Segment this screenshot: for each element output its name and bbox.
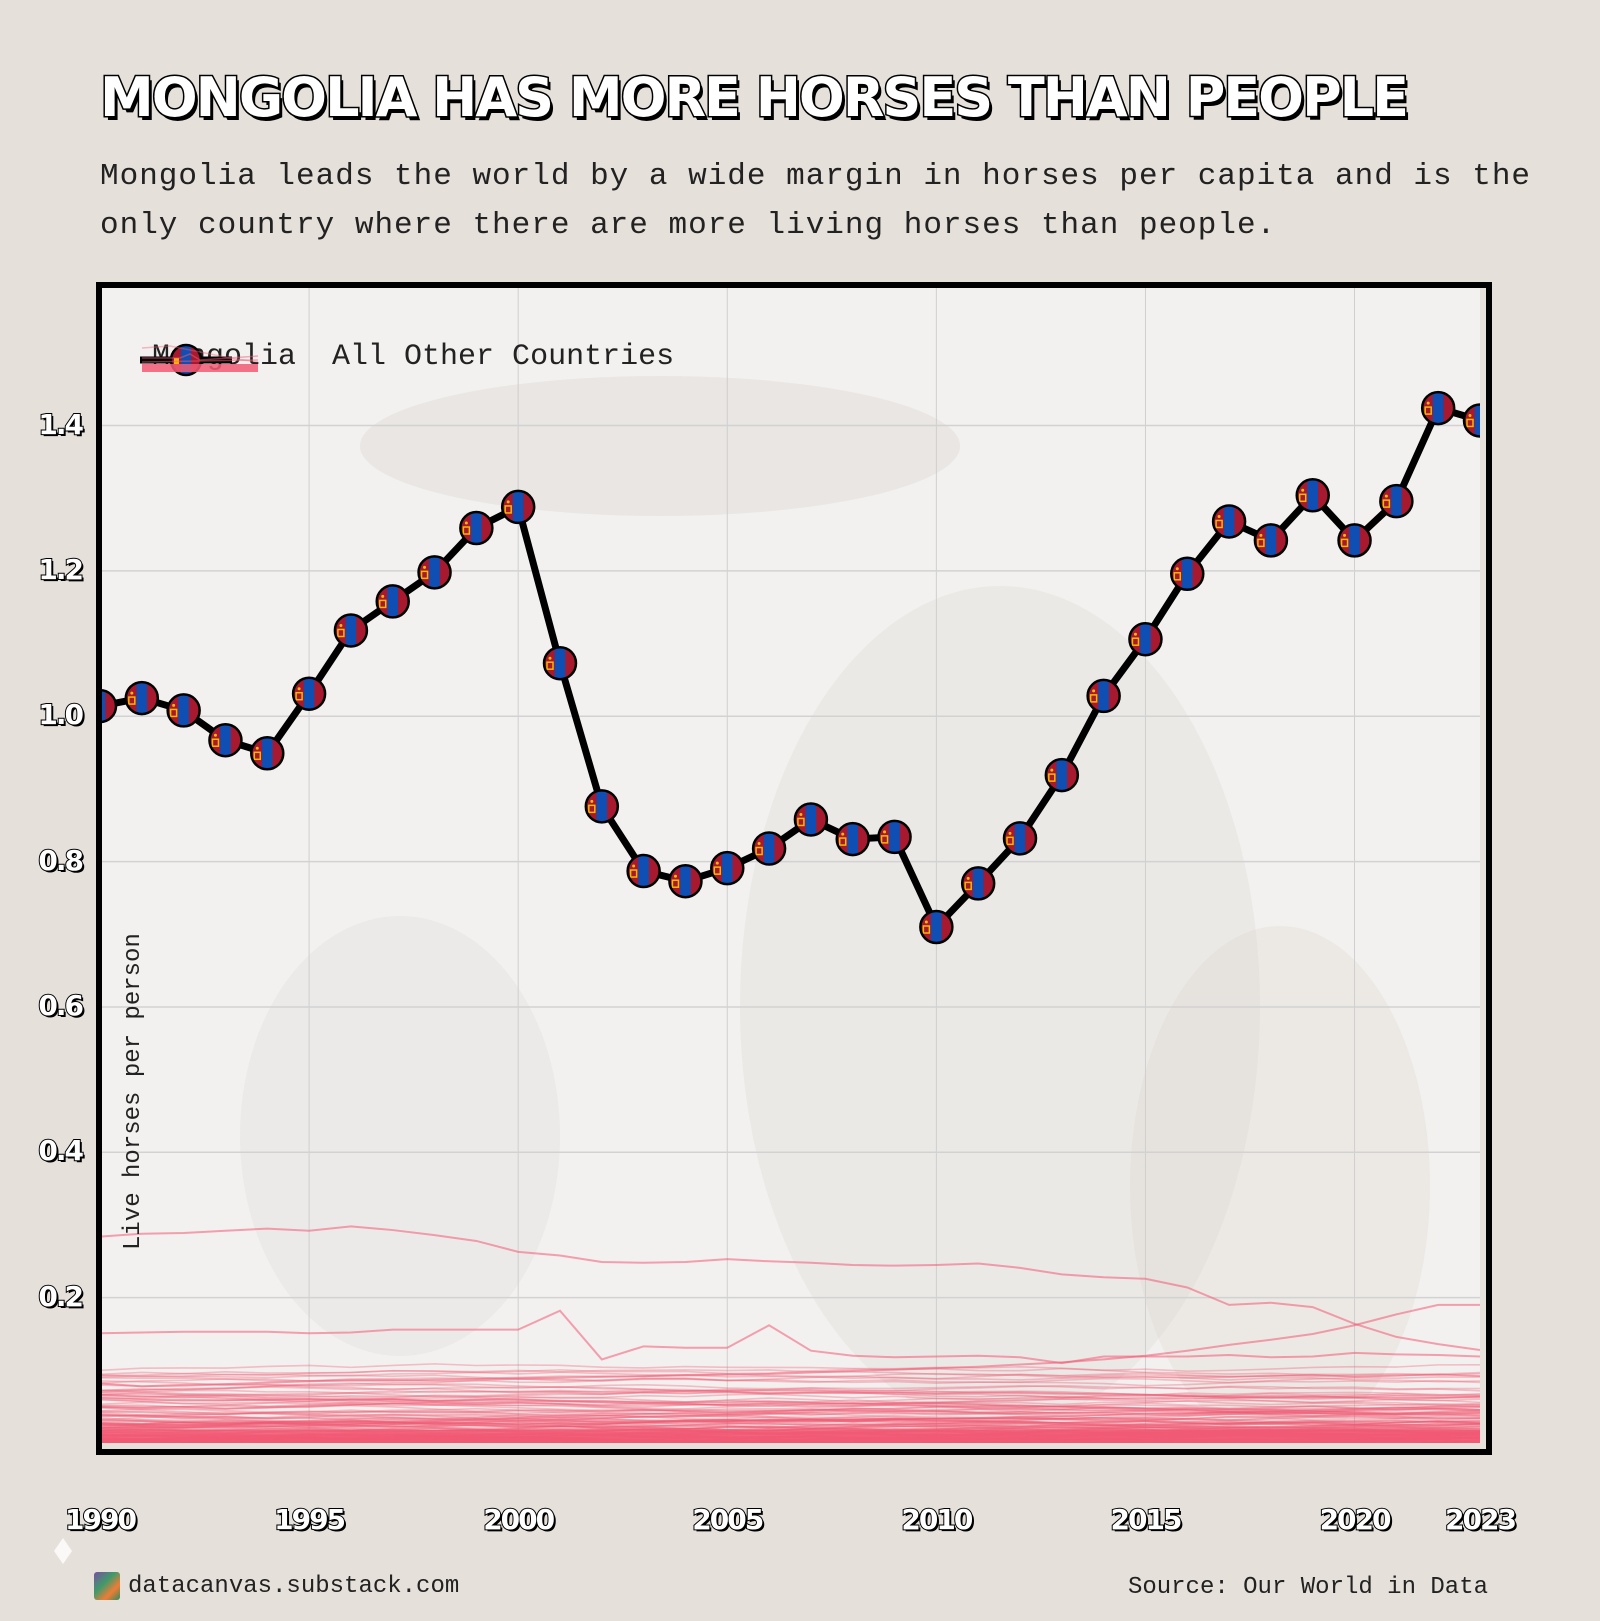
footer-source: Source: Our World in Data: [1127, 1574, 1488, 1601]
y-tick-label: 0.8: [37, 843, 85, 878]
mongolia-data-point: [208, 722, 243, 758]
mongolia-data-point: [459, 510, 494, 546]
mongolia-data-point: [1337, 523, 1372, 558]
x-tick-label: 1990: [64, 1502, 138, 1537]
datacanvas-logo-icon: [94, 1572, 120, 1600]
mongolia-data-point: [333, 613, 369, 648]
plot-area: [100, 286, 1480, 1443]
mongolia-data-point: [1044, 757, 1080, 793]
legend-others-label: All Other Countries: [332, 340, 675, 374]
mongolia-data-point: [1211, 504, 1247, 539]
mongolia-data-point: [584, 789, 620, 824]
diamond-icon: [54, 1538, 72, 1564]
site-url[interactable]: datacanvas.substack.com: [128, 1572, 460, 1600]
other-countries-legend-icon: [141, 345, 259, 372]
mongolia-data-point: [542, 645, 578, 681]
mongolia-data-point: [250, 736, 285, 771]
chart-subtitle: Mongolia leads the world by a wide margi…: [100, 159, 1532, 243]
y-tick-label: 0.2: [37, 1279, 85, 1314]
x-tick-label: 2000: [482, 1502, 556, 1537]
mongolia-data-point: [835, 821, 870, 857]
mongolia-data-point: [960, 866, 996, 901]
line-chart: [100, 286, 1480, 1443]
x-tick-label: 2010: [900, 1502, 974, 1537]
mongolia-data-point: [877, 819, 912, 855]
mongolia-data-point: [1170, 556, 1205, 592]
mongolia-data-point: [1379, 483, 1414, 519]
mongolia-data-point: [793, 802, 829, 837]
x-tick-label: 2023: [1444, 1502, 1518, 1537]
mongolia-data-point: [710, 850, 745, 886]
legend: Mongolia All Other Countries: [140, 340, 698, 377]
x-tick-label: 2020: [1319, 1502, 1393, 1537]
mongolia-data-point: [1086, 678, 1121, 714]
mongolia-data-point: [417, 555, 452, 590]
mongolia-data-point: [1295, 478, 1330, 513]
mongolia-data-point: [1420, 390, 1456, 426]
mongolia-data-point: [500, 489, 536, 525]
mongolia-data-point: [919, 909, 954, 945]
y-tick-label: 1.0: [37, 697, 85, 732]
y-tick-label: 0.6: [37, 988, 85, 1023]
mongolia-data-point: [375, 584, 410, 619]
x-tick-label: 2005: [691, 1502, 765, 1537]
y-tick-label: 1.2: [37, 552, 85, 587]
y-axis-label: Live horses per person: [120, 933, 147, 1250]
mongolia-data-point: [1002, 821, 1038, 856]
y-tick-label: 0.4: [37, 1133, 85, 1168]
mongolia-data-point: [1462, 403, 1480, 438]
mongolia-data-point: [751, 831, 787, 866]
x-tick-label: 1995: [273, 1502, 347, 1537]
mongolia-data-point: [100, 688, 118, 724]
x-tick-label: 2015: [1109, 1502, 1183, 1537]
mongolia-data-point: [1253, 523, 1289, 558]
footer-site: datacanvas.substack.com: [94, 1572, 459, 1600]
mongolia-data-point: [166, 693, 201, 728]
mongolia-data-point: [291, 676, 327, 711]
mongolia-data-point: [668, 863, 703, 899]
mongolia-data-point: [124, 680, 160, 716]
mongolia-data-point: [1128, 621, 1163, 657]
chart-title: Mongolia has more horses than people: [99, 65, 1411, 131]
y-tick-label: 1.4: [37, 407, 85, 442]
mongolia-data-point: [626, 853, 661, 889]
